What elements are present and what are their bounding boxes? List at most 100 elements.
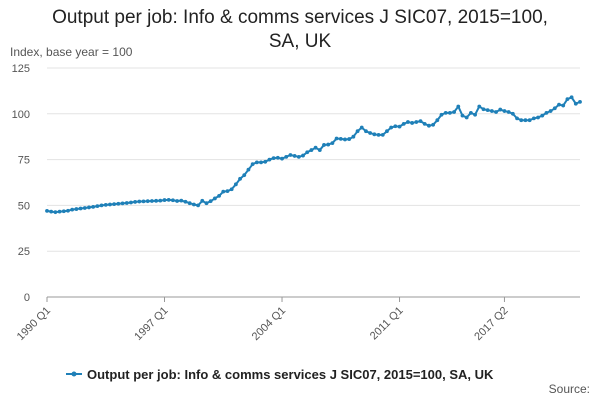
data-point <box>389 125 394 130</box>
data-point <box>129 200 133 205</box>
data-point <box>280 156 284 161</box>
data-point <box>531 116 536 121</box>
data-point <box>334 136 339 141</box>
data-point <box>468 110 473 115</box>
data-point <box>443 110 448 115</box>
data-point <box>133 200 138 204</box>
data-point <box>175 199 180 203</box>
data-point <box>183 199 188 204</box>
data-point <box>166 198 171 202</box>
data-point <box>481 107 486 112</box>
data-point <box>99 203 104 208</box>
x-tick-label: 2017 Q2 <box>472 305 510 343</box>
legend: Output per job: Info & comms services J … <box>66 367 494 382</box>
data-point <box>78 206 83 211</box>
data-point <box>548 109 553 113</box>
data-point <box>330 141 335 146</box>
data-point <box>418 119 423 124</box>
data-point <box>422 121 427 126</box>
data-point <box>515 116 519 121</box>
data-point <box>410 121 415 125</box>
data-point <box>406 120 410 124</box>
data-point <box>393 124 398 129</box>
y-tick-label: 25 <box>18 246 30 258</box>
legend-label: Output per job: Info & comms services J … <box>87 367 494 382</box>
legend-marker-swatch <box>71 371 77 377</box>
data-point <box>557 102 561 107</box>
data-point <box>196 203 200 208</box>
data-point <box>494 110 498 114</box>
data-point <box>301 153 305 158</box>
data-point <box>519 118 524 123</box>
data-point <box>145 199 150 204</box>
data-point <box>326 142 331 147</box>
data-point <box>158 198 163 203</box>
data-point <box>452 110 456 114</box>
y-axis-label: Index, base year = 100 <box>10 45 133 59</box>
data-point <box>447 110 452 115</box>
data-point <box>212 196 217 201</box>
data-point <box>347 137 352 141</box>
grid-lines <box>47 67 580 298</box>
data-point <box>74 207 79 211</box>
data-point <box>187 201 192 206</box>
data-point <box>137 199 142 204</box>
data-point <box>368 131 373 135</box>
data-point <box>254 160 259 165</box>
data-point <box>473 112 477 117</box>
data-point <box>108 202 112 207</box>
y-tick-label: 0 <box>24 292 30 304</box>
data-point <box>578 99 582 104</box>
data-point <box>477 104 482 109</box>
x-axis: 1990 Q1 1997 Q1 2004 Q1 2011 Q1 2017 Q2 <box>15 297 511 343</box>
data-point <box>364 129 368 134</box>
data-point <box>552 106 557 111</box>
data-point <box>489 109 494 113</box>
data-point <box>238 176 242 181</box>
y-tick-label: 50 <box>18 200 30 212</box>
data-point <box>351 134 356 139</box>
data-point <box>573 101 578 106</box>
data-point <box>456 104 461 109</box>
data-point <box>116 201 121 206</box>
data-point <box>141 199 146 204</box>
data-point <box>49 209 54 214</box>
data-point <box>242 173 247 178</box>
data-point <box>191 202 196 207</box>
data-point <box>359 125 364 130</box>
y-tick-label: 75 <box>18 155 30 167</box>
data-point <box>439 112 444 117</box>
data-point <box>569 95 574 100</box>
data-point <box>61 209 66 214</box>
data-point <box>45 208 49 213</box>
data-point <box>225 189 230 194</box>
data-point <box>91 204 96 209</box>
data-point <box>221 189 226 194</box>
data-point <box>401 121 406 126</box>
chart-title: Output per job: Info & comms services J … <box>0 6 600 54</box>
x-tick-label: 1990 Q1 <box>15 305 53 343</box>
y-tick-label: 100 <box>12 109 30 121</box>
data-point <box>124 201 129 205</box>
data-point <box>431 122 436 127</box>
data-point <box>70 207 75 212</box>
data-point <box>229 187 234 192</box>
data-point <box>57 209 62 214</box>
y-tick-label: 125 <box>12 63 30 75</box>
data-point <box>162 198 167 202</box>
data-point <box>414 120 419 124</box>
data-point <box>372 132 377 137</box>
data-point <box>246 167 251 172</box>
data-point <box>498 107 503 112</box>
data-point <box>506 110 511 114</box>
data-point <box>317 148 322 152</box>
data-point <box>150 199 154 203</box>
data-point <box>200 198 205 203</box>
x-tick-label: 2011 Q1 <box>368 305 406 343</box>
data-point <box>95 204 100 209</box>
data-point <box>561 103 566 108</box>
data-point <box>464 115 469 120</box>
data-point <box>271 156 276 161</box>
data-point <box>510 111 515 116</box>
